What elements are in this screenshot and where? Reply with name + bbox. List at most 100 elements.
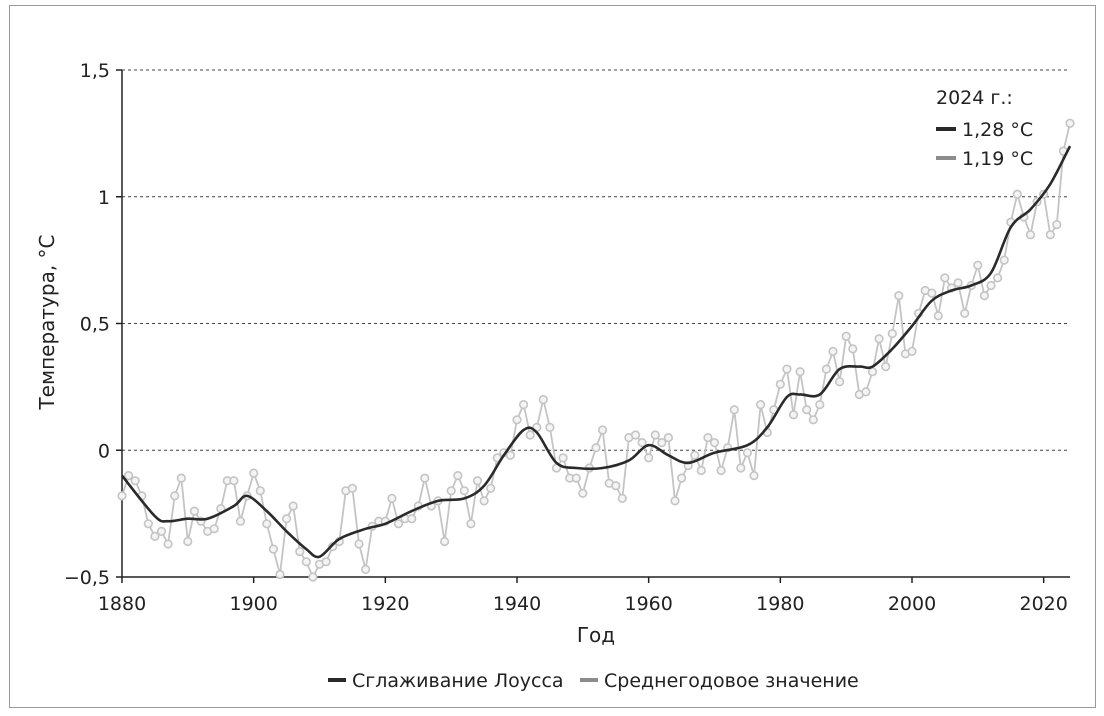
annual-point [387, 493, 397, 504]
annual-point [834, 377, 845, 387]
annual-point [459, 486, 469, 496]
annual-point [999, 255, 1009, 265]
annual-point [637, 438, 647, 448]
annual-point [124, 471, 134, 481]
x-tick-label: 1960 [624, 593, 672, 615]
annual-point [1012, 189, 1022, 199]
x-tick-label: 1900 [229, 593, 277, 615]
grid-lines [122, 69, 1070, 451]
x-tick-labels: 1880 1900 1920 1940 1960 1980 2000 2020 [98, 577, 1068, 615]
annual-point [597, 425, 608, 435]
annotation-annual-value: 1,19 °С [962, 148, 1033, 170]
annual-point [953, 278, 963, 288]
annual-point [472, 476, 483, 486]
annual-point [545, 422, 555, 433]
annual-point [644, 453, 654, 463]
annual-point [505, 450, 516, 460]
annual-point [486, 483, 496, 493]
annual-point [986, 280, 996, 291]
annual-point [973, 260, 983, 270]
annual-point [861, 387, 871, 397]
annotation-title: 2024 г.: [936, 87, 1013, 109]
legend-annual-label: Среднегодовое значение [604, 670, 859, 692]
y-tick-labels: −0,5 0 0,5 1 1,5 [64, 60, 122, 589]
annual-point [1045, 230, 1055, 240]
annual-point [709, 438, 720, 448]
x-axis-title: Год [577, 623, 615, 647]
annual-point [255, 486, 265, 496]
x-tick-label: 1940 [493, 593, 541, 615]
annual-point [795, 367, 805, 377]
annual-point [716, 465, 726, 476]
annual-point [808, 415, 818, 425]
annual-point [775, 379, 785, 389]
annual-point [828, 346, 838, 357]
annual-point [163, 539, 173, 549]
annual-point [881, 362, 891, 372]
annual-point [393, 519, 404, 529]
annual-point [275, 569, 285, 580]
annual-point [347, 483, 358, 493]
annual-point [183, 536, 193, 547]
annual-point [262, 519, 272, 529]
annual-point [821, 364, 832, 374]
annual-point [703, 433, 713, 443]
annual-point [295, 546, 305, 557]
x-tick-label: 1880 [98, 593, 146, 615]
annual-point [578, 488, 588, 498]
x-tick-label: 2020 [1019, 593, 1067, 615]
annual-point [446, 486, 456, 496]
annual-point [407, 514, 417, 524]
annual-point [538, 395, 548, 405]
annual-point [927, 288, 937, 298]
annotation-smoothed-value: 1,28 °С [962, 119, 1033, 141]
annual-point [525, 430, 535, 440]
annual-point [670, 496, 680, 506]
annual-point [782, 364, 792, 374]
annual-point [611, 481, 621, 491]
annual-point [979, 291, 990, 301]
annual-point [558, 453, 568, 463]
annual-point [663, 433, 674, 443]
y-tick-label: 1 [98, 187, 110, 209]
annual-point [690, 450, 700, 460]
annual-point [1052, 220, 1062, 230]
annotation-2024: 2024 г.: 1,28 °С 1,19 °С [936, 87, 1033, 170]
annual-point [170, 491, 180, 501]
annual-point [189, 506, 199, 516]
annual-point [848, 344, 858, 354]
annual-point [361, 564, 371, 575]
chart-frame [9, 5, 1096, 708]
annual-point [657, 438, 667, 448]
annual-point [571, 473, 581, 483]
annual-point [150, 531, 160, 542]
x-tick-label: 2000 [888, 593, 936, 615]
annual-point [894, 291, 904, 301]
annual-point [650, 430, 660, 440]
annual-point [933, 311, 943, 321]
annual-point [321, 557, 331, 567]
annual-series [117, 118, 1075, 582]
annual-point [940, 273, 950, 283]
annual-point [156, 526, 167, 537]
annual-point [729, 405, 739, 415]
annual-point [676, 473, 687, 483]
annual-point [518, 400, 529, 410]
annual-point [288, 501, 298, 511]
y-tick-label: 0 [98, 440, 110, 462]
y-axis-title: Температура, °С [35, 234, 59, 410]
annual-point [440, 536, 450, 547]
annual-point [630, 430, 641, 440]
annual-point [117, 491, 127, 501]
annual-point [209, 524, 219, 534]
smoothed-line [120, 145, 1072, 559]
annual-point [354, 539, 364, 549]
annual-point [235, 516, 246, 526]
annual-point [130, 476, 140, 486]
x-tick-label: 1920 [361, 593, 409, 615]
y-tick-label: 1,5 [80, 60, 110, 82]
y-tick-label: −0,5 [64, 567, 110, 589]
legend-smoothed-label: Сглаживание Лоусса [352, 670, 564, 692]
annual-point [268, 544, 279, 554]
